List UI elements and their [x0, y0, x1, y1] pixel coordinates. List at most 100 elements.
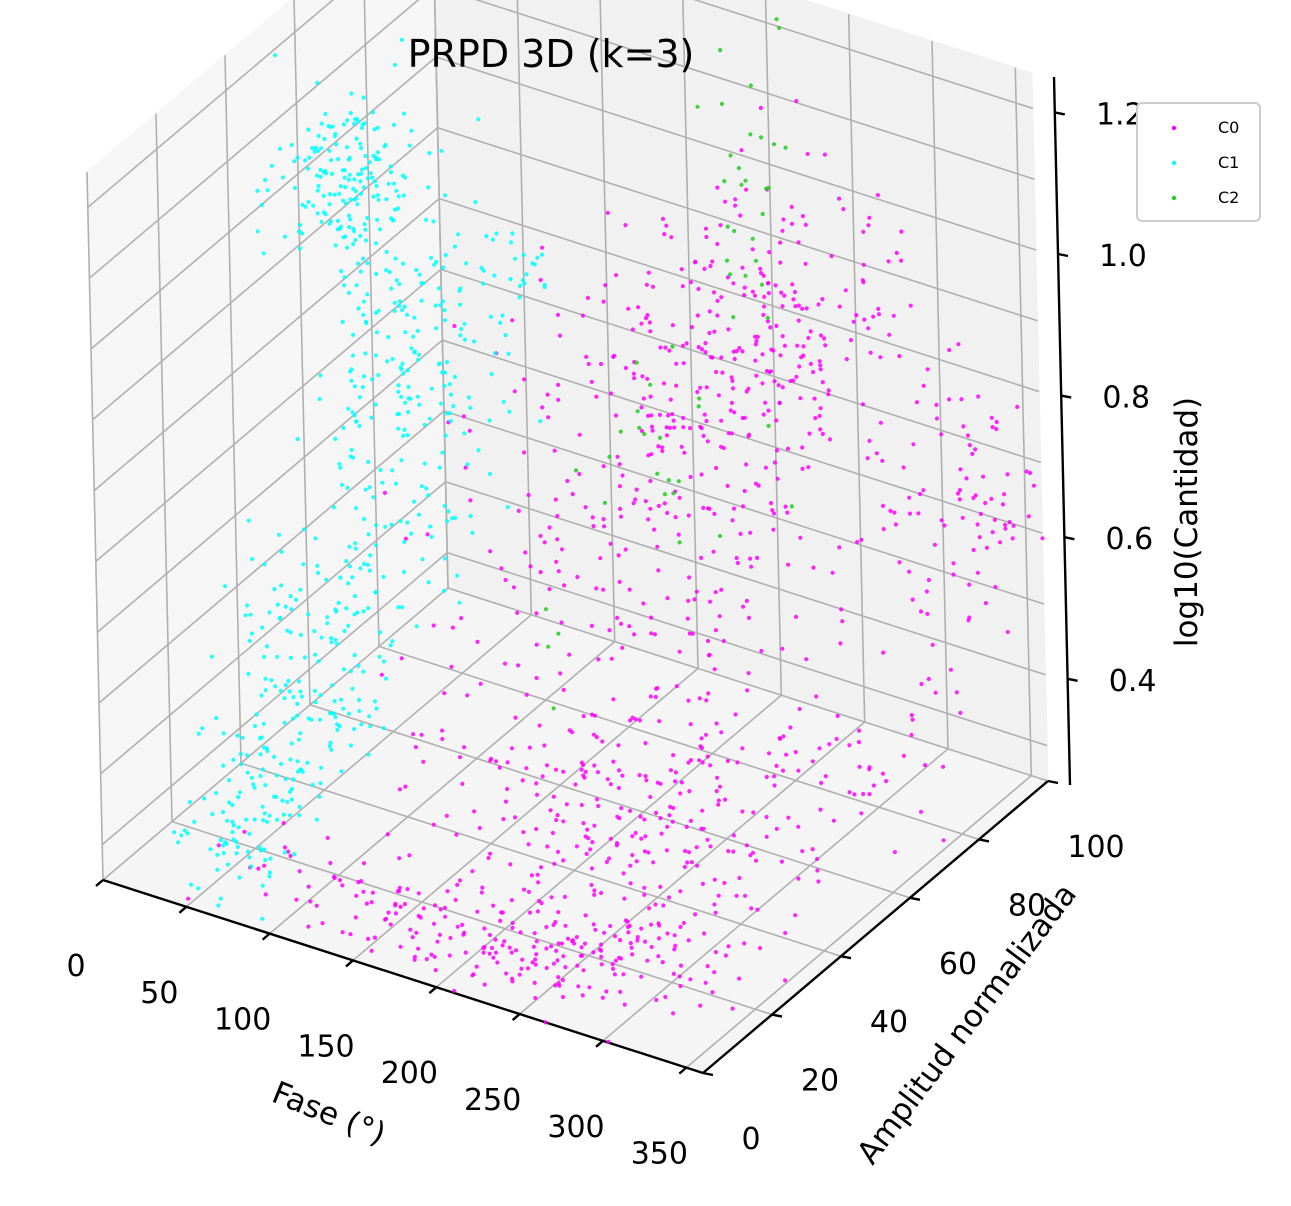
point-c1 [361, 516, 367, 522]
point-c1 [291, 695, 296, 700]
point-c1 [405, 433, 410, 438]
point-c1 [376, 197, 381, 202]
point-c0 [717, 614, 722, 619]
point-c1 [376, 373, 381, 378]
z-tick [1057, 252, 1069, 258]
point-c0 [660, 448, 665, 454]
point-c1 [332, 134, 337, 139]
point-c0 [910, 597, 915, 602]
point-c0 [630, 834, 635, 839]
point-c1 [317, 396, 322, 402]
point-c0 [493, 759, 499, 764]
point-c1 [419, 298, 424, 303]
point-c0 [681, 415, 686, 421]
point-c0 [734, 555, 739, 561]
point-c2 [748, 83, 754, 88]
point-c0 [611, 966, 616, 972]
point-c1 [392, 308, 397, 314]
point-c0 [519, 966, 524, 971]
point-c0 [708, 599, 713, 604]
point-c1 [360, 122, 365, 127]
point-c0 [703, 226, 709, 231]
point-c1 [321, 193, 326, 198]
point-c0 [388, 922, 393, 927]
point-c0 [712, 970, 717, 975]
point-c2 [677, 540, 682, 545]
point-c0 [665, 931, 670, 936]
point-c1 [378, 467, 383, 473]
point-c1 [490, 237, 495, 242]
point-c2 [655, 471, 660, 476]
point-c2 [758, 135, 764, 140]
point-c0 [643, 939, 648, 944]
point-c0 [1010, 536, 1015, 541]
point-c1 [339, 697, 344, 702]
point-c1 [257, 845, 262, 850]
point-c1 [337, 724, 342, 729]
point-c0 [536, 880, 541, 885]
point-c0 [544, 924, 549, 930]
point-c0 [657, 719, 662, 724]
point-c0 [366, 936, 371, 942]
point-c0 [881, 527, 886, 532]
point-c1 [446, 509, 451, 514]
point-c0 [723, 199, 728, 204]
point-c0 [860, 278, 866, 283]
point-c1 [347, 172, 352, 177]
point-c1 [415, 394, 420, 399]
point-c1 [267, 870, 272, 875]
point-c1 [371, 153, 376, 158]
point-c0 [838, 641, 843, 646]
point-c2 [642, 431, 647, 437]
point-c0 [361, 889, 366, 894]
point-c0 [681, 361, 686, 366]
point-c0 [793, 913, 798, 918]
point-c0 [939, 518, 944, 523]
point-c0 [565, 478, 570, 484]
point-c0 [592, 888, 597, 893]
point-c0 [515, 610, 520, 616]
point-c0 [848, 338, 854, 343]
point-c1 [349, 91, 354, 96]
point-c0 [513, 948, 519, 953]
point-c1 [361, 609, 366, 614]
point-c0 [859, 537, 864, 542]
point-c0 [806, 465, 811, 470]
point-c1 [377, 227, 382, 232]
point-c0 [648, 394, 653, 399]
point-c0 [729, 375, 734, 380]
point-c0 [596, 657, 601, 662]
point-c1 [374, 241, 379, 246]
point-c1 [344, 245, 350, 250]
point-c1 [347, 544, 352, 549]
point-c0 [742, 415, 748, 420]
point-c0 [481, 950, 486, 955]
point-c0 [800, 445, 805, 450]
point-c0 [686, 938, 691, 943]
point-c0 [622, 1002, 627, 1007]
point-c1 [346, 213, 351, 218]
point-c1 [334, 609, 339, 614]
point-c0 [573, 782, 578, 787]
point-c0 [764, 814, 769, 820]
point-c0 [807, 431, 812, 436]
point-c0 [554, 817, 559, 823]
x-tick-label: 150 [297, 1029, 354, 1064]
point-c1 [218, 837, 223, 843]
point-c0 [880, 771, 886, 776]
point-c1 [288, 757, 293, 762]
point-c0 [707, 506, 712, 511]
point-c0 [715, 313, 720, 318]
point-c0 [800, 214, 806, 219]
point-c0 [590, 840, 595, 845]
point-c1 [220, 810, 226, 815]
point-c0 [558, 671, 563, 676]
point-c1 [215, 867, 220, 872]
point-c0 [505, 760, 510, 765]
point-c0 [798, 396, 803, 401]
point-c0 [553, 767, 559, 772]
point-c0 [455, 882, 460, 888]
point-c1 [338, 224, 343, 229]
point-c1 [392, 181, 397, 186]
point-c1 [263, 676, 268, 681]
